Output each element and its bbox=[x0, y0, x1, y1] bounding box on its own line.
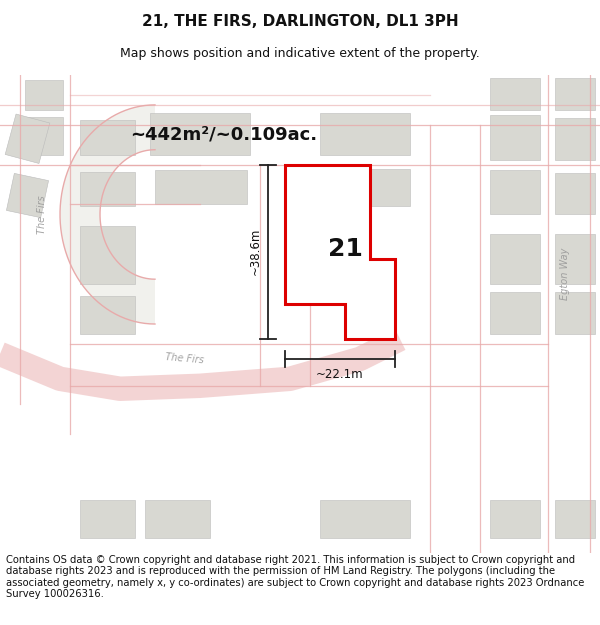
Bar bbox=[150, 113, 250, 154]
Bar bbox=[555, 292, 595, 334]
Text: Contains OS data © Crown copyright and database right 2021. This information is : Contains OS data © Crown copyright and d… bbox=[6, 554, 584, 599]
Text: Map shows position and indicative extent of the property.: Map shows position and indicative extent… bbox=[120, 48, 480, 61]
Polygon shape bbox=[5, 114, 50, 164]
Bar bbox=[490, 501, 540, 538]
Text: ~38.6m: ~38.6m bbox=[249, 228, 262, 276]
Text: ~22.1m: ~22.1m bbox=[316, 368, 364, 381]
Bar bbox=[80, 226, 135, 284]
Polygon shape bbox=[60, 105, 155, 324]
Bar bbox=[490, 169, 540, 214]
Text: The Firs: The Firs bbox=[37, 195, 47, 234]
Bar bbox=[145, 501, 210, 538]
Bar bbox=[555, 78, 595, 110]
Bar bbox=[80, 172, 135, 206]
Bar bbox=[25, 80, 63, 110]
Bar bbox=[80, 501, 135, 538]
Bar bbox=[555, 118, 595, 159]
Text: ~442m²/~0.109ac.: ~442m²/~0.109ac. bbox=[130, 126, 317, 144]
Bar bbox=[555, 173, 595, 214]
Bar bbox=[320, 501, 410, 538]
Bar bbox=[80, 296, 135, 334]
Bar bbox=[490, 115, 540, 159]
Bar bbox=[155, 169, 247, 204]
Polygon shape bbox=[285, 164, 395, 339]
Bar bbox=[320, 113, 410, 154]
Bar bbox=[490, 78, 540, 110]
Bar bbox=[320, 169, 410, 206]
Bar bbox=[555, 501, 595, 538]
Polygon shape bbox=[7, 173, 49, 218]
Text: 21, THE FIRS, DARLINGTON, DL1 3PH: 21, THE FIRS, DARLINGTON, DL1 3PH bbox=[142, 14, 458, 29]
Bar bbox=[25, 117, 63, 154]
Text: Egton Way: Egton Way bbox=[560, 248, 570, 301]
Bar bbox=[555, 234, 595, 284]
Text: 21: 21 bbox=[328, 238, 362, 261]
Bar bbox=[490, 292, 540, 334]
Bar bbox=[490, 234, 540, 284]
Bar bbox=[80, 120, 135, 154]
Text: The Firs: The Firs bbox=[165, 352, 205, 366]
